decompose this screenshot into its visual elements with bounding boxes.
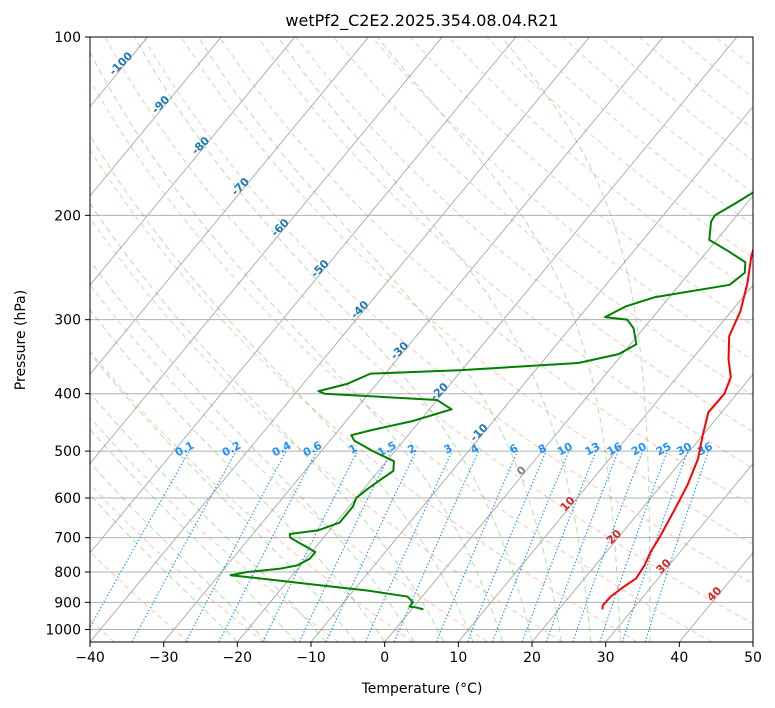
dry-adiabat-line [104, 37, 753, 625]
moist-adiabat-line [277, 37, 592, 642]
isotherm-gridline [90, 37, 590, 642]
dry-adiabat-line [333, 37, 753, 397]
mixing-ratio-label: 16 [605, 440, 625, 459]
isotherm-gridline [531, 373, 753, 642]
x-axis: −40 −30 −20 −10 0 10 20 30 40 50 [75, 642, 762, 666]
dewpoint-profile-line [229, 191, 753, 611]
dry-adiabat-line [90, 483, 264, 642]
mixing-ratio-label: 25 [654, 440, 674, 459]
dry-adiabat-line [295, 37, 753, 433]
dry-adiabat-line [180, 37, 753, 545]
mixing-ratio-line [218, 450, 318, 642]
mixing-ratio-line [572, 450, 644, 642]
moist-adiabat-line [90, 352, 356, 642]
mixing-ratio-label: 30 [674, 440, 694, 459]
dry-adiabat-line [90, 148, 638, 642]
y-tick-label: 1000 [45, 622, 81, 638]
isotherm-gridline [236, 37, 738, 642]
profile-lines [229, 191, 753, 611]
isotherm-gridline [457, 284, 753, 642]
y-tick-label: 200 [54, 208, 81, 224]
mixing-ratio-label: 10 [555, 440, 575, 459]
isotherm-gridline [163, 37, 664, 642]
y-tick-label: 800 [54, 565, 81, 581]
y-axis: 100 200 300 400 500 600 700 800 900 1000 [45, 30, 90, 638]
isotherm-gridline [90, 37, 517, 554]
mixing-ratio-label: 20 [629, 440, 649, 459]
mixing-ratio-line [393, 450, 480, 642]
mixing-ratio-line [185, 450, 287, 642]
x-tick-label: −30 [149, 650, 179, 666]
moist-adiabat-line [90, 51, 504, 642]
mixing-ratio-line [599, 450, 668, 642]
y-tick-label: 400 [54, 387, 81, 403]
isotherm-gridline [384, 195, 753, 642]
moist-adiabat-line [90, 134, 474, 642]
moist-adiabat-line [90, 309, 386, 642]
moist-adiabat-line [90, 259, 415, 642]
mixing-ratio-line [521, 450, 597, 642]
y-tick-label: 500 [54, 444, 81, 460]
moist-adiabat-line [134, 37, 533, 642]
isotherm-gridline [90, 37, 222, 197]
moist-adiabat-line [501, 37, 651, 642]
mixing-ratio-line [644, 450, 710, 642]
background-lines [90, 37, 753, 642]
x-tick-label: 50 [744, 650, 762, 666]
x-axis-label: Temperature (°C) [361, 681, 483, 697]
mixing-ratio-line [90, 450, 190, 629]
mixing-ratio-line [364, 450, 453, 642]
mixing-ratio-line [298, 450, 392, 642]
x-tick-label: 0 [380, 650, 389, 666]
isotherm-gridline [90, 37, 369, 376]
y-tick-label: 300 [54, 313, 81, 329]
dry-adiabat-line [90, 79, 712, 642]
dry-adiabat-line [409, 37, 753, 327]
mixing-ratio-line [262, 450, 358, 642]
isotherm-gridline [90, 37, 296, 286]
mixing-ratio-line [621, 450, 689, 642]
dry-adiabat-line [90, 283, 488, 642]
temperature-profile-line [601, 246, 753, 610]
isotherm-gridline [310, 105, 753, 642]
moist-adiabat-line [90, 494, 238, 642]
isotherm-gridline [90, 37, 443, 465]
x-tick-label: −20 [223, 650, 253, 666]
mixing-ratio-line [325, 450, 417, 642]
x-tick-label: 10 [449, 650, 467, 666]
mixing-ratio-line [545, 450, 619, 642]
x-tick-label: 30 [597, 650, 615, 666]
mixing-ratio-label: 13 [583, 440, 603, 459]
y-axis-label: Pressure (hPa) [13, 290, 29, 390]
moist-adiabat-line [90, 392, 327, 642]
mixing-ratio-line [435, 450, 519, 642]
dry-adiabat-line [90, 216, 563, 642]
moist-adiabat-line [377, 37, 621, 642]
x-tick-label: 20 [523, 650, 541, 666]
y-tick-label: 600 [54, 491, 81, 507]
y-tick-label: 900 [54, 595, 81, 611]
x-tick-label: −10 [296, 650, 326, 666]
dry-adiabat-line [90, 550, 190, 642]
moist-adiabat-line [198, 37, 562, 642]
isotherm-gridline [605, 462, 753, 642]
mixing-ratio-line [131, 450, 237, 642]
dry-adiabat-line [219, 37, 753, 507]
dry-adiabat-line [142, 37, 753, 585]
x-tick-label: −40 [75, 650, 105, 666]
chart-title: wetPf2_C2E2.2025.354.08.04.R21 [285, 11, 558, 31]
mixing-ratio-line [466, 450, 547, 642]
mixing-ratio-line [491, 450, 570, 642]
x-tick-label: 40 [670, 650, 688, 666]
y-tick-label: 100 [54, 30, 81, 46]
plot-frame [89, 36, 754, 643]
y-tick-label: 700 [54, 531, 81, 547]
